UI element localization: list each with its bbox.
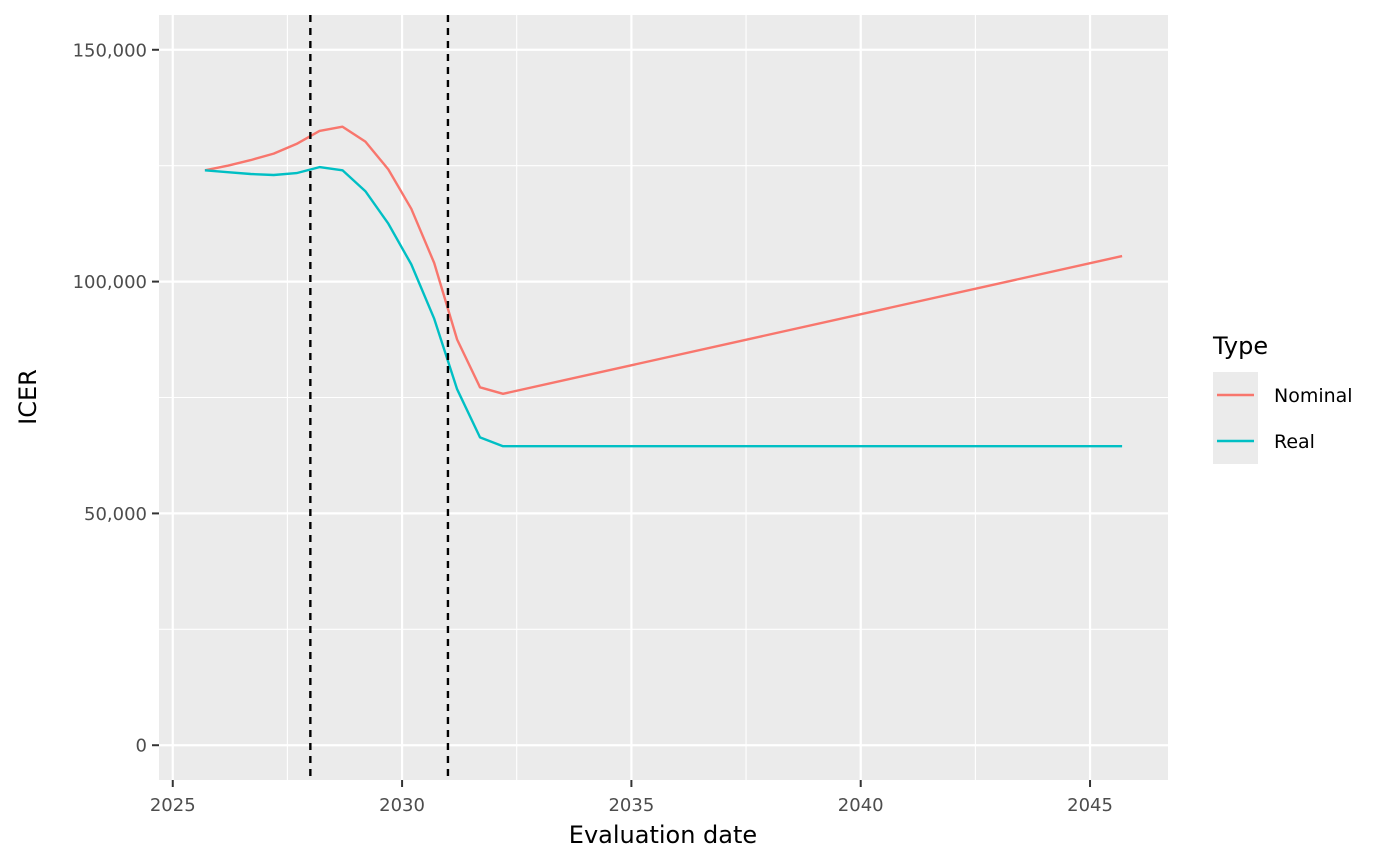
y-axis-title: ICER	[14, 369, 42, 425]
x-axis-title: Evaluation date	[569, 821, 757, 849]
legend-label-nominal: Nominal	[1274, 385, 1353, 407]
x-tick-label: 2045	[1067, 795, 1113, 816]
y-axis: 0 50,000 100,000 150,000	[73, 40, 159, 757]
x-tick-label: 2035	[608, 795, 654, 816]
series-lines	[204, 125, 1123, 448]
legend-title: Type	[1212, 332, 1268, 360]
x-tick-label: 2025	[150, 795, 196, 816]
series-line-nominal	[204, 125, 1123, 395]
y-tick-label: 50,000	[84, 504, 147, 525]
x-tick-label: 2030	[379, 795, 425, 816]
legend-label-real: Real	[1274, 431, 1315, 453]
major-gridlines	[159, 15, 1168, 780]
x-axis: 2025 2030 2035 2040 2045	[150, 780, 1113, 816]
y-tick-label: 100,000	[73, 272, 147, 293]
reference-lines	[309, 15, 450, 780]
legend-items: Nominal Real	[1213, 372, 1353, 464]
minor-gridlines	[159, 15, 1168, 780]
x-tick-label: 2040	[838, 795, 884, 816]
y-tick-label: 0	[136, 736, 147, 757]
y-tick-label: 150,000	[73, 40, 147, 61]
series-line-real	[204, 165, 1123, 448]
legend: Type Nominal Real	[1212, 332, 1353, 464]
